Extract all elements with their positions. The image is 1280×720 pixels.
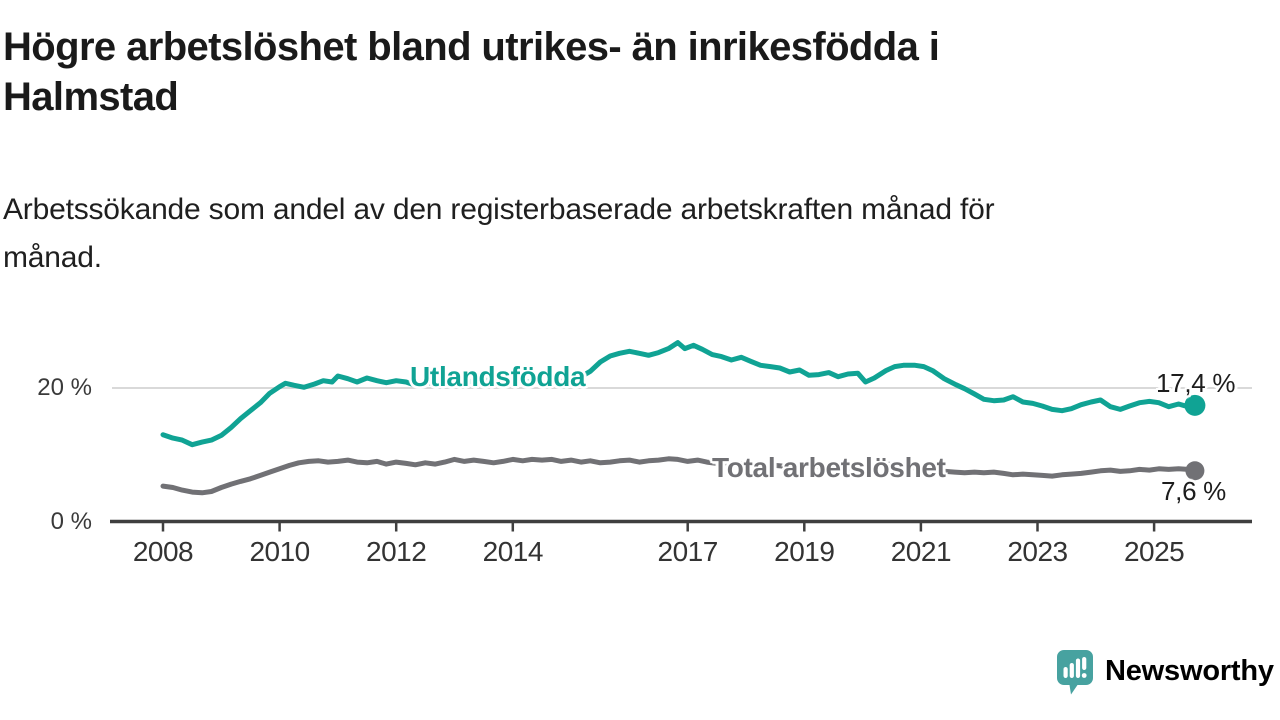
exclamation-dot <box>1081 673 1087 678</box>
x-axis-label-2023: 2023 <box>1007 536 1068 567</box>
series-line-total <box>160 456 1198 496</box>
x-axis-label-2008: 2008 <box>132 536 194 567</box>
newsworthy-logo: Newsworthy <box>1056 649 1274 695</box>
x-axis-label-2025: 2025 <box>1123 536 1185 567</box>
series-label-utlandsfodda: Utlandsfödda <box>410 361 586 392</box>
x-axis-label-2014: 2014 <box>482 536 544 567</box>
bar-small <box>1063 667 1068 678</box>
chart-subtitle-line1: Arbetssökande som andel av den registerb… <box>3 193 995 226</box>
chart-subtitle-line2: månad. <box>3 241 102 274</box>
chart-subtitle: Arbetssökande som andel av den registerb… <box>3 186 995 282</box>
y-axis-label-20: 20 % <box>37 374 92 401</box>
x-axis-label-2017: 2017 <box>657 536 719 567</box>
x-axis-label-2010: 2010 <box>249 536 310 567</box>
series-line-utlandsfodda <box>160 340 1198 448</box>
y-axis-label-0: 0 % <box>50 507 92 535</box>
newsworthy-logo-text: Newsworthy <box>1105 655 1274 687</box>
page-title: Högre arbetslöshet bland utrikes- än inr… <box>3 22 940 122</box>
end-value-label-total: 7,6 % <box>1161 476 1226 506</box>
page-title-line2: Halmstad <box>3 75 179 119</box>
bar-tall <box>1075 658 1081 678</box>
exclamation-bar <box>1082 657 1087 670</box>
page-title-line1: Högre arbetslöshet bland utrikes- än inr… <box>3 25 940 69</box>
series-end-dot-total <box>1185 461 1205 481</box>
x-axis-label-2019: 2019 <box>774 536 835 567</box>
speech-bubble-shape <box>1057 650 1093 695</box>
x-axis-label-2021: 2021 <box>890 536 952 567</box>
end-value-label-utlandsfodda: 17,4 % <box>1156 368 1236 398</box>
bar-medium <box>1069 663 1074 678</box>
x-axis-label-2012: 2012 <box>366 536 427 567</box>
series-label-total-arbetsloshet: Total arbetslöshet <box>712 452 946 483</box>
series-end-dot-utlandsfodda <box>1184 394 1206 416</box>
newsworthy-logo-icon <box>1057 650 1093 695</box>
